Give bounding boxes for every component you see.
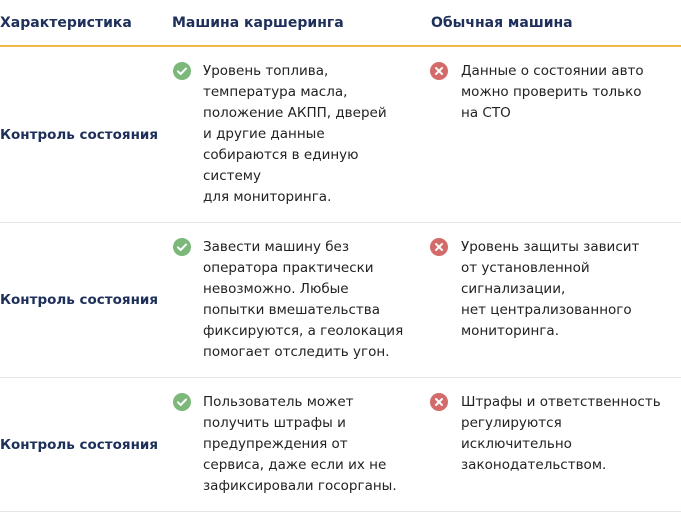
text-line: попытки вмешательства [203,302,380,318]
text-line: предупреждения от [203,436,348,452]
text-line: положение АКПП, дверей [203,105,387,121]
text-line: нет централизованного [461,302,632,318]
cell-text: Данные о состоянии авто можно проверить т… [461,61,644,208]
cell-text: Уровень топлива, температура масла, положе… [203,61,387,208]
text-line: систему [203,168,261,184]
text-line: Уровень топлива, [203,63,329,79]
text-line: оператора практически [203,260,374,276]
sharing-cell: Пользователь может получить штрафы и преду… [170,392,428,497]
row-label: Контроль состояния [0,126,159,143]
table-row: Контроль состояния Уровень топлива, темпер… [0,47,681,223]
sharing-cell: Уровень топлива, температура масла, положе… [170,61,428,208]
text-line: Уровень защиты зависит [461,239,640,255]
text-line: невозможно. Любые [203,281,349,297]
text-line: можно проверить только [461,84,642,100]
check-icon [173,393,191,411]
sharing-cell: Завести машину без оператора практически н… [170,237,428,363]
table-row: Контроль состояния Пользователь может полу… [0,378,681,512]
cell-text: Завести машину без оператора практически н… [203,237,403,363]
text-line: законодательством. [461,457,607,473]
header-cell: Обычная машина [431,14,573,31]
text-line: фиксируются, а геолокация [203,323,404,339]
regular-cell: Штрафы и ответственность регулируются искл… [428,392,681,497]
text-line: Завести машину без [203,239,350,255]
text-line: Пользователь может [203,394,354,410]
text-line: регулируются [461,415,562,431]
text-line: на СТО [461,105,511,121]
header-cell: Машина каршеринга [172,14,344,31]
cell-text: Пользователь может получить штрафы и преду… [203,392,397,497]
cell-text: Уровень защиты зависит от установленной си… [461,237,639,363]
check-icon [173,238,191,256]
text-line: сигнализации, [461,281,566,297]
table-header: Характеристика Машина каршеринга Обычная… [0,0,681,47]
row-label: Контроль состояния [0,292,159,308]
text-line: Данные о состоянии авто [461,63,644,79]
cross-icon [430,393,448,411]
text-line: и другие данные [203,126,325,142]
text-line: получить штрафы и [203,415,346,431]
cell-text: Штрафы и ответственность регулируются искл… [461,392,661,497]
text-line: мониторинга. [461,323,559,339]
text-line: собираются в единую [203,147,359,163]
text-line: для мониторинга. [203,189,332,205]
text-line: исключительно [461,436,572,452]
text-line: помогает отследить угон. [203,344,390,360]
check-icon [173,62,191,80]
table-row: Контроль состояния Завести машину без опер… [0,223,681,378]
regular-cell: Уровень защиты зависит от установленной си… [428,237,681,363]
regular-cell: Данные о состоянии авто можно проверить т… [428,61,681,208]
cross-icon [430,238,448,256]
text-line: Штрафы и ответственность [461,394,661,410]
text-line: от установленной [461,260,590,276]
text-line: зафиксировали госорганы. [203,478,397,494]
text-line: температура масла, [203,84,348,100]
cross-icon [430,62,448,80]
text-line: сервиса, даже если их не [203,457,387,473]
row-label: Контроль состояния [0,436,159,453]
header-cell: Характеристика [0,14,132,31]
